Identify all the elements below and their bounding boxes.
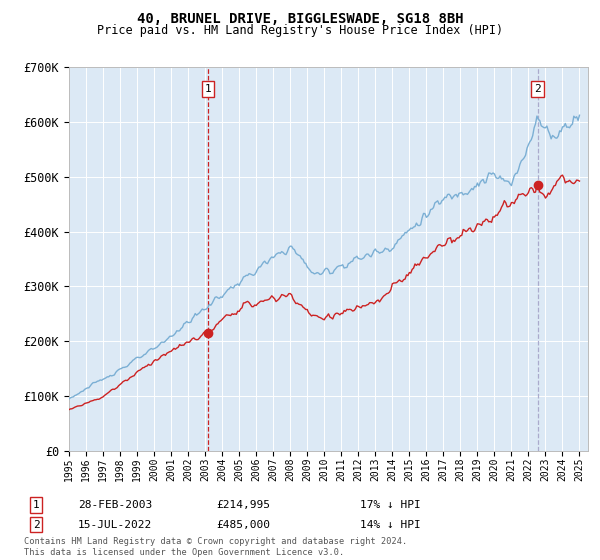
Text: £485,000: £485,000 (216, 520, 270, 530)
Text: 2: 2 (534, 84, 541, 94)
Text: 15-JUL-2022: 15-JUL-2022 (78, 520, 152, 530)
Text: 14% ↓ HPI: 14% ↓ HPI (360, 520, 421, 530)
Text: 28-FEB-2003: 28-FEB-2003 (78, 500, 152, 510)
Text: £214,995: £214,995 (216, 500, 270, 510)
Text: 2: 2 (32, 520, 40, 530)
Text: 1: 1 (32, 500, 40, 510)
Text: Price paid vs. HM Land Registry's House Price Index (HPI): Price paid vs. HM Land Registry's House … (97, 24, 503, 36)
Text: 1: 1 (205, 84, 211, 94)
Text: 40, BRUNEL DRIVE, BIGGLESWADE, SG18 8BH: 40, BRUNEL DRIVE, BIGGLESWADE, SG18 8BH (137, 12, 463, 26)
Text: Contains HM Land Registry data © Crown copyright and database right 2024.
This d: Contains HM Land Registry data © Crown c… (24, 537, 407, 557)
Text: 17% ↓ HPI: 17% ↓ HPI (360, 500, 421, 510)
